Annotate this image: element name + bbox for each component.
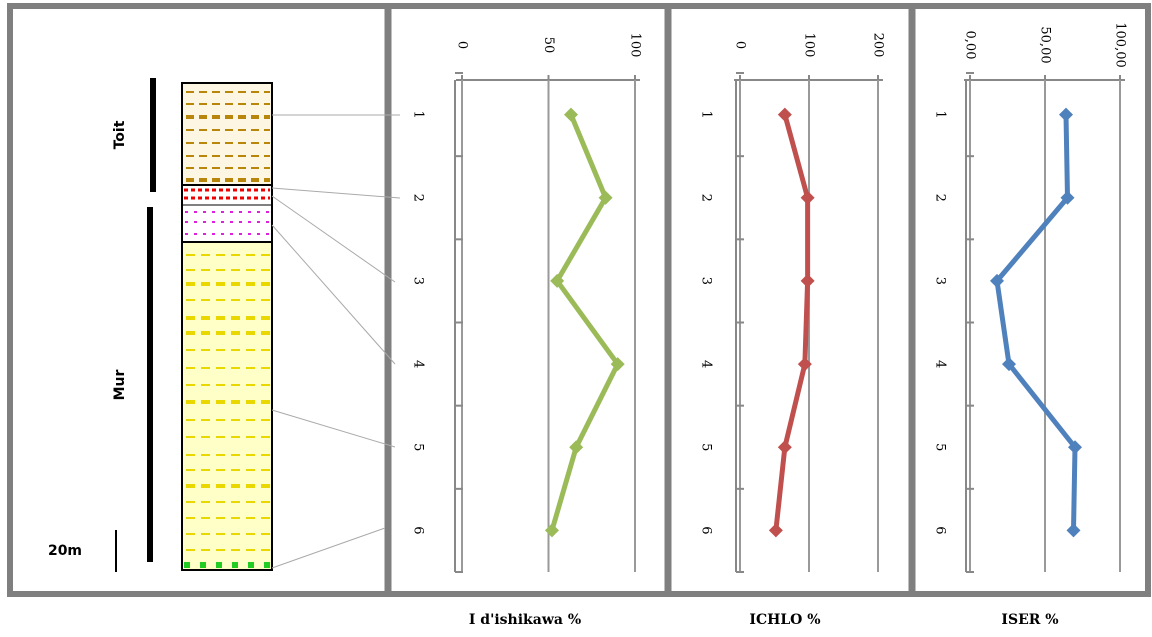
- frame: [10, 6, 1148, 594]
- marker: [778, 440, 792, 454]
- scale-label: 20m: [48, 543, 82, 559]
- y-tick-label: 2: [699, 194, 714, 202]
- y-tick-label: 2: [933, 194, 948, 202]
- y-tick-label: 2: [411, 194, 426, 202]
- y-tick-label: 1: [411, 110, 426, 118]
- y-tick-label: 3: [699, 277, 714, 285]
- chart-title: ISER %: [1001, 612, 1058, 628]
- marker: [778, 108, 792, 122]
- x-tick-label: 50: [541, 37, 556, 54]
- chart-title: I d'ishikawa %: [469, 612, 581, 628]
- x-tick-label: 0,00: [963, 31, 978, 60]
- y-tick-label: 4: [411, 360, 426, 368]
- lithology-column: [182, 83, 272, 570]
- y-tick-label: 5: [411, 443, 426, 451]
- marker: [769, 523, 783, 537]
- chart-title: ICHLO %: [749, 612, 820, 628]
- x-tick-label: 100: [802, 33, 817, 58]
- chart: Toit Mur 20m 050100123456I d'ishikawa %0…: [0, 0, 1152, 633]
- y-tick-label: 4: [699, 360, 714, 368]
- marker: [545, 523, 559, 537]
- y-tick-label: 1: [933, 110, 948, 118]
- x-tick-label: 0: [733, 41, 748, 49]
- x-tick-label: 50,00: [1038, 26, 1053, 63]
- y-tick-label: 6: [699, 526, 714, 534]
- marker: [1059, 108, 1073, 122]
- marker: [801, 191, 815, 205]
- y-tick-label: 3: [411, 277, 426, 285]
- y-tick-label: 6: [411, 526, 426, 534]
- y-tick-label: 6: [933, 526, 948, 534]
- x-tick-label: 100: [628, 33, 643, 58]
- marker: [1067, 523, 1081, 537]
- y-tick-label: 1: [699, 110, 714, 118]
- x-tick-label: 0: [455, 41, 470, 49]
- roof-label: Toit: [112, 120, 128, 149]
- series-line: [997, 115, 1075, 531]
- marker: [564, 108, 578, 122]
- y-tick-label: 4: [933, 360, 948, 368]
- x-tick-label: 100,00: [1113, 22, 1128, 68]
- x-tick-label: 200: [871, 33, 886, 58]
- marker: [801, 274, 815, 288]
- series-line: [552, 115, 618, 531]
- y-tick-label: 5: [933, 443, 948, 451]
- series-line: [776, 115, 808, 531]
- y-tick-label: 3: [933, 277, 948, 285]
- floor-label: Mur: [112, 370, 128, 401]
- connector-lines: [272, 115, 400, 568]
- page: {"log": {"roof_label": "Toit", "floor_la…: [0, 0, 1152, 633]
- y-tick-label: 5: [699, 443, 714, 451]
